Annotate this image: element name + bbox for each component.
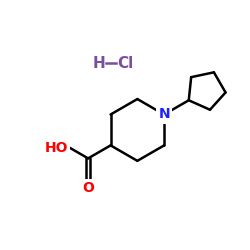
- Text: N: N: [158, 108, 170, 122]
- Text: H: H: [92, 56, 105, 71]
- Text: HO: HO: [45, 141, 69, 155]
- Text: Cl: Cl: [118, 56, 134, 71]
- Text: O: O: [82, 180, 94, 194]
